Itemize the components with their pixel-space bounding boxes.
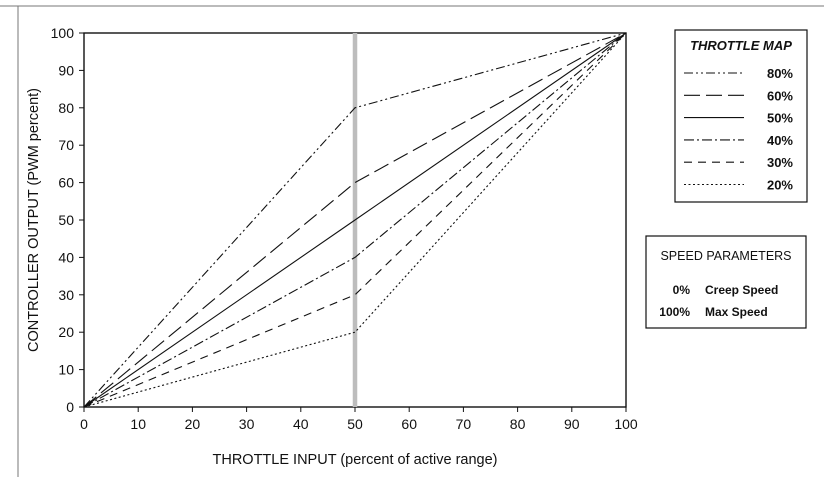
y-tick-label: 100: [51, 25, 75, 41]
x-tick-label: 0: [80, 416, 88, 432]
x-tick-label: 90: [564, 416, 580, 432]
speed-parameters-frame: [645, 235, 807, 329]
x-tick-label: 60: [401, 416, 417, 432]
y-tick-label: 0: [66, 399, 74, 415]
legend-title: THROTTLE MAP: [690, 38, 792, 53]
x-tick-label: 70: [456, 416, 472, 432]
y-tick-label: 20: [58, 324, 74, 340]
x-tick-label: 10: [130, 416, 146, 432]
legend-label-20pct: 20%: [767, 178, 793, 193]
x-tick-label: 30: [239, 416, 255, 432]
max-speed-value: 100%: [659, 305, 690, 319]
legend-label-30pct: 30%: [767, 155, 793, 170]
legend-label-60pct: 60%: [767, 88, 793, 103]
y-tick-label: 80: [58, 100, 74, 116]
y-tick-label: 10: [58, 362, 74, 378]
y-tick-label: 60: [58, 175, 74, 191]
legend-entries: 80% 60% 50% 40% 30% 20%: [684, 66, 793, 193]
y-tick-label: 90: [58, 62, 74, 78]
y-tick-label: 30: [58, 287, 74, 303]
legend: THROTTLE MAP 80% 60% 50% 40% 30% 20%: [674, 29, 808, 203]
series-layer: [83, 32, 627, 408]
x-tick-label: 20: [185, 416, 201, 432]
series-line-80pct: [83, 32, 627, 408]
series-line-40pct: [83, 32, 627, 408]
speed-parameters-box: SPEED PARAMETERS 0% Creep Speed 100% Max…: [645, 235, 807, 329]
x-tick-label: 40: [293, 416, 309, 432]
x-tick-label: 80: [510, 416, 526, 432]
series-line-50pct: [83, 32, 627, 408]
legend-label-80pct: 80%: [767, 66, 793, 81]
y-tick-label: 40: [58, 249, 74, 265]
x-tick-label: 50: [347, 416, 363, 432]
legend-label-50pct: 50%: [767, 111, 793, 126]
legend-box: [674, 29, 808, 203]
x-tick-label: 100: [614, 416, 638, 432]
y-tick-label: 50: [58, 212, 74, 228]
y-axis-title: CONTROLLER OUTPUT (PWM percent): [26, 88, 42, 352]
y-tick-label: 70: [58, 137, 74, 153]
x-axis-ticks: 0 10 20 30 40 50 60 70 80 90 100: [80, 407, 638, 432]
speed-parameters-title: SPEED PARAMETERS: [660, 249, 791, 263]
legend-label-40pct: 40%: [767, 133, 793, 148]
series-line-60pct: [83, 32, 627, 408]
creep-speed-label: Creep Speed: [705, 283, 778, 297]
max-speed-label: Max Speed: [705, 305, 768, 319]
creep-speed-value: 0%: [673, 283, 691, 297]
y-axis-ticks: 0 10 20 30 40 50 60 70 80 90 100: [51, 25, 84, 415]
x-axis-title: THROTTLE INPUT (percent of active range): [213, 452, 498, 468]
series-line-20pct: [83, 32, 627, 408]
